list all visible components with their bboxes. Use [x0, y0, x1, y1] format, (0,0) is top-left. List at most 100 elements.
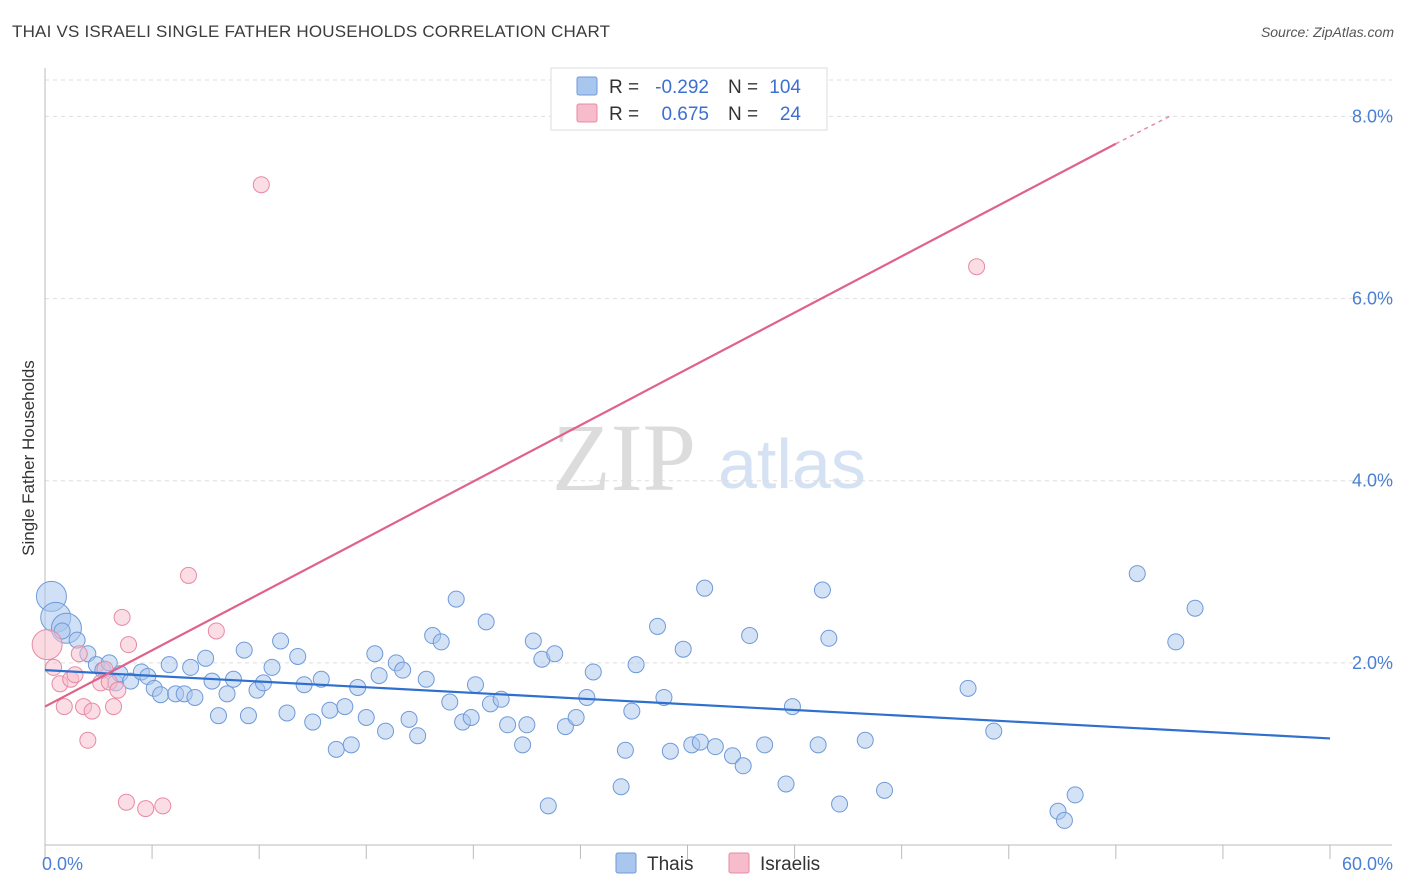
thai-point: [649, 617, 667, 635]
israeli-trend-extension: [1115, 115, 1170, 145]
thai-point: [182, 658, 200, 676]
legend-swatch-thai: [576, 76, 598, 96]
y-tick-label: 2.0%: [1352, 653, 1393, 673]
thai-point: [734, 757, 752, 775]
thai-point: [321, 701, 339, 719]
israeli-point: [105, 698, 123, 716]
thai-point: [524, 632, 542, 650]
thai-point: [417, 670, 435, 688]
thai-point: [342, 736, 360, 754]
thai-point: [441, 693, 459, 711]
grid-layer: [45, 79, 1392, 664]
thai-point: [706, 738, 724, 756]
thai-point: [312, 670, 330, 688]
legend-israeli-n-label: N =: [728, 104, 758, 125]
thai-points: [35, 565, 1204, 829]
y-tick-label: 4.0%: [1352, 471, 1393, 491]
israeli-point: [113, 608, 131, 626]
thai-point: [394, 661, 412, 679]
thai-point: [357, 709, 375, 726]
thai-point: [278, 704, 296, 722]
thai-point: [661, 742, 679, 760]
israeli-point: [83, 702, 101, 720]
y-axis-label: Single Father Households: [19, 360, 38, 556]
thai-point: [327, 740, 345, 758]
israeli-point: [31, 629, 63, 661]
israeli-point: [137, 800, 155, 818]
thai-point: [539, 797, 557, 815]
thai-point: [235, 641, 253, 659]
thai-point: [466, 676, 484, 694]
thai-point: [1066, 786, 1084, 804]
legend-israeli-r-value: 0.675: [661, 104, 709, 125]
bottom-legend-israeli-label: Israelis: [760, 854, 820, 875]
thai-point: [831, 795, 849, 813]
thai-point: [578, 688, 596, 706]
thai-point: [239, 707, 257, 725]
thai-point: [584, 663, 602, 681]
thai-point: [856, 731, 874, 749]
thai-point: [209, 707, 227, 725]
legend-thai-r-value: -0.292: [655, 77, 709, 98]
thai-point: [777, 775, 795, 793]
thai-point: [186, 688, 204, 706]
thai-point: [514, 736, 532, 754]
source-label: Source: ZipAtlas.com: [1260, 24, 1394, 40]
israeli-point: [154, 797, 172, 815]
y-tick-label: 6.0%: [1352, 289, 1393, 309]
thai-point: [304, 713, 322, 731]
israeli-point: [120, 636, 138, 654]
legend-israeli-n-value: 24: [780, 104, 802, 125]
israeli-trend-line: [44, 142, 1117, 708]
thai-point: [370, 667, 388, 685]
thai-point: [477, 613, 495, 631]
thai-point: [499, 716, 517, 734]
thai-point: [612, 778, 630, 796]
thai-point: [820, 629, 838, 647]
legend-thai-n-label: N =: [728, 77, 758, 98]
thai-point: [723, 747, 741, 765]
bottom-legend-swatch-thai: [615, 852, 637, 874]
israeli-point: [109, 681, 127, 699]
israeli-point: [55, 698, 73, 716]
thai-point: [152, 686, 170, 704]
thai-point: [616, 741, 634, 759]
thai-point: [218, 685, 236, 703]
watermark-atlas: atlas: [718, 425, 866, 503]
thai-point: [518, 716, 536, 734]
legend-thai-n-value: 104: [769, 77, 801, 98]
watermark-zip: ZIP: [552, 404, 696, 511]
thai-point: [696, 579, 714, 597]
y-tick-label: 8.0%: [1352, 106, 1393, 126]
thai-point: [627, 656, 645, 674]
thai-point: [783, 698, 801, 716]
legend-thai-r-label: R =: [609, 77, 639, 98]
thai-point: [400, 710, 418, 728]
israeli-point: [45, 658, 63, 676]
thai-point: [655, 688, 673, 706]
thai-point: [623, 702, 641, 720]
bottom-legend-thai-label: Thais: [647, 854, 693, 875]
thai-point: [203, 672, 221, 690]
thai-point: [462, 709, 480, 726]
thai-point: [447, 590, 465, 608]
thai-point: [263, 658, 281, 676]
thai-point: [546, 645, 564, 663]
thai-point: [813, 581, 831, 599]
israeli-point: [968, 258, 986, 276]
thai-point: [1167, 633, 1185, 651]
thai-point: [1055, 811, 1073, 829]
israeli-point: [70, 645, 88, 663]
thai-point: [272, 632, 290, 650]
israeli-point: [252, 176, 270, 194]
thai-point: [432, 633, 450, 651]
thai-point: [876, 781, 894, 799]
y-tick-labels: 2.0% 4.0% 6.0% 8.0%: [1352, 106, 1393, 672]
x-tick-label-max: 60.0%: [1342, 854, 1393, 874]
thai-point: [985, 722, 1003, 740]
thai-trend-line: [44, 669, 1331, 740]
top-legend: R = -0.292 N = 104 R = 0.675 N = 24: [550, 67, 828, 131]
chart-title: THAI VS ISRAELI SINGLE FATHER HOUSEHOLDS…: [12, 22, 611, 41]
thai-point: [336, 698, 354, 716]
